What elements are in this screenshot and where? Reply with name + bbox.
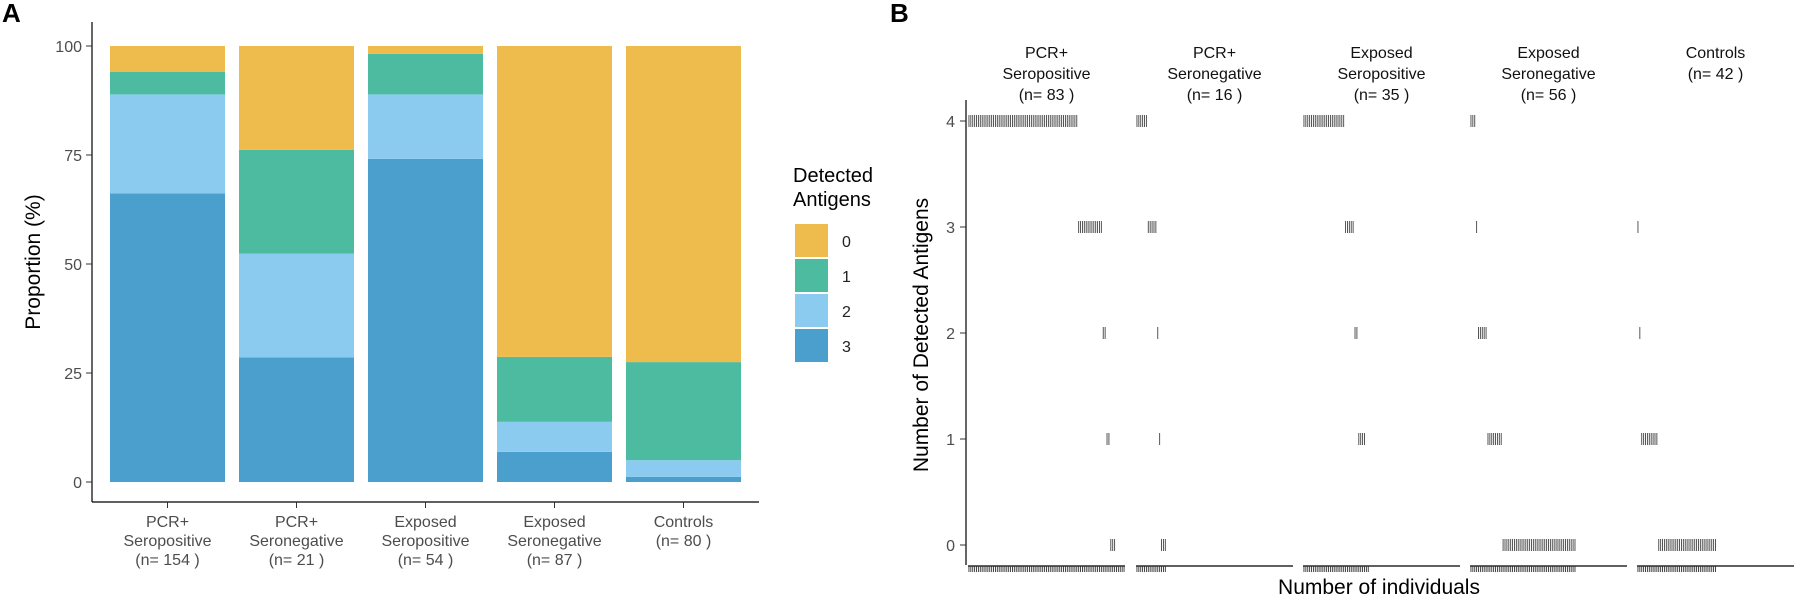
legend-key-1	[795, 259, 828, 292]
x-tick-label: Exposed	[394, 514, 456, 531]
facet-strip-label: (n= 56 )	[1521, 87, 1577, 104]
facet-strip-label: (n= 42 )	[1688, 66, 1744, 83]
bar-segment-1	[497, 356, 612, 422]
x-tick-label: (n= 21 )	[269, 552, 325, 569]
facet-strip-label: PCR+	[1025, 45, 1068, 62]
x-axis-title-b: Number of individuals	[1278, 576, 1480, 599]
bar-segment-0	[239, 46, 354, 150]
legend-label-1: 1	[842, 269, 851, 286]
bar-segment-3	[110, 193, 225, 483]
x-tick-label: Seropositive	[123, 533, 211, 550]
x-tick-label: (n= 80 )	[656, 533, 712, 550]
bar-segment-2	[368, 94, 483, 159]
legend-label-0: 0	[842, 234, 851, 251]
x-tick-label: (n= 154 )	[135, 552, 199, 569]
facet-strip-label: Controls	[1686, 45, 1746, 62]
rug-marks	[968, 115, 1716, 551]
stacked-bars	[110, 46, 741, 483]
legend-key-0	[795, 224, 828, 257]
x-tick-label: PCR+	[275, 514, 318, 531]
panel-b-letter: B	[890, 0, 909, 28]
bar-segment-1	[368, 53, 483, 95]
bar-segment-2	[110, 94, 225, 194]
bar-segment-3	[368, 158, 483, 482]
bar-segment-0	[497, 46, 612, 357]
facet-strip-label: Seronegative	[1501, 66, 1595, 83]
y-tick-label: 25	[64, 366, 82, 383]
y-axis-title-b: Number of Detected Antigens	[910, 198, 933, 472]
bar-segment-2	[497, 421, 612, 452]
bar-segment-1	[626, 362, 741, 461]
bar-segment-0	[110, 46, 225, 72]
facet-strip-label: PCR+	[1193, 45, 1236, 62]
facet-strip-label: Seropositive	[1002, 66, 1090, 83]
bar-segment-2	[626, 460, 741, 477]
y-tick-label: 75	[64, 148, 82, 165]
y-ticks-b: 0 1 2 3 4	[946, 114, 966, 555]
facet-strips: PCR+ Seropositive (n= 83 ) PCR+ Seronegative…	[1002, 45, 1745, 104]
legend-key-2	[795, 294, 828, 327]
x-tick-label: Seronegative	[249, 533, 343, 550]
y-tick-label-b: 2	[946, 326, 955, 343]
bar-segment-0	[626, 46, 741, 363]
facet-strip-label: (n= 35 )	[1354, 87, 1410, 104]
y-tick-label: 0	[73, 475, 82, 492]
legend-title-line1: Detected	[793, 165, 873, 187]
panel-a-letter: A	[2, 0, 21, 28]
y-tick-label: 100	[55, 39, 82, 56]
bar-segment-0	[368, 46, 483, 54]
legend-key-3	[795, 329, 828, 362]
y-tick-label-b: 1	[946, 432, 955, 449]
panel-b-chart: PCR+ Seropositive (n= 83 ) PCR+ Seronegative…	[910, 45, 1794, 599]
y-tick-label: 50	[64, 257, 82, 274]
x-tick-label: Exposed	[523, 514, 585, 531]
x-tick-label: PCR+	[146, 514, 189, 531]
bar-segment-3	[239, 357, 354, 482]
y-ticks: 0 25 50 75 100	[55, 39, 92, 492]
legend: Detected Antigens 0 1 2 3	[793, 165, 873, 362]
bar-segment-1	[110, 71, 225, 95]
legend-label-2: 2	[842, 304, 851, 321]
facet-strip-label: Seropositive	[1337, 66, 1425, 83]
legend-title-line2: Antigens	[793, 189, 871, 211]
x-tick-label: (n= 87 )	[527, 552, 583, 569]
x-tick-label: Controls	[654, 514, 714, 531]
bar-segment-2	[239, 253, 354, 358]
facet-strip-label: Exposed	[1350, 45, 1412, 62]
facet-strip-label: (n= 83 )	[1019, 87, 1075, 104]
bar-segment-3	[626, 476, 741, 482]
bar-segment-3	[497, 451, 612, 482]
facet-x-axes	[968, 565, 1794, 572]
y-tick-label-b: 0	[946, 538, 955, 555]
x-ticks: PCR+ Seropositive (n= 154 ) PCR+ Seronegativ…	[123, 502, 713, 569]
bar-segment-1	[239, 149, 354, 254]
facet-strip-label: (n= 16 )	[1187, 87, 1243, 104]
x-tick-label: Seropositive	[381, 533, 469, 550]
facet-strip-label: Exposed	[1517, 45, 1579, 62]
x-tick-label: (n= 54 )	[398, 552, 454, 569]
legend-label-3: 3	[842, 339, 851, 356]
y-axis-title: Proportion (%)	[22, 194, 45, 329]
facet-strip-label: Seronegative	[1167, 66, 1261, 83]
y-tick-label-b: 3	[946, 220, 955, 237]
x-tick-label: Seronegative	[507, 533, 601, 550]
y-tick-label-b: 4	[946, 114, 955, 131]
